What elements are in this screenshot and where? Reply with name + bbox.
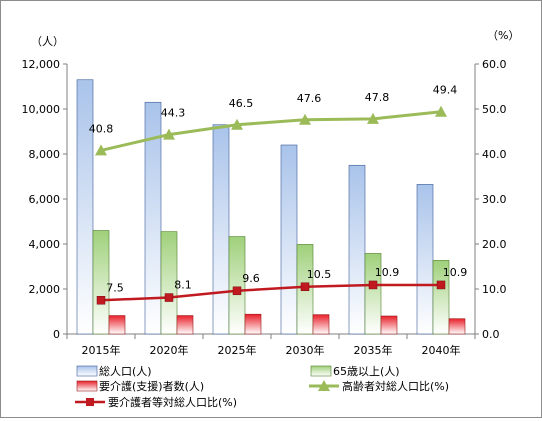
x-tick-label: 2040年 <box>422 343 461 357</box>
bar-care-needed <box>312 314 330 335</box>
legend-label: 要介護(支援)者数(人) <box>99 379 204 393</box>
elderly-ratio-line <box>100 110 442 152</box>
bar-care-needed <box>176 315 194 335</box>
elderly-ratio-data-label: 44.3 <box>161 107 186 120</box>
legend-label: 総人口(人) <box>99 364 152 378</box>
right-tick-label: 40.0 <box>482 148 507 161</box>
bar-age-65-plus <box>160 231 178 335</box>
bar-age-65-plus <box>228 236 246 335</box>
left-tick-label: 6,000 <box>29 193 61 206</box>
elderly-ratio-point <box>299 113 311 125</box>
elderly-ratio-point <box>163 128 175 140</box>
x-tick-label: 2015年 <box>82 343 121 357</box>
left-tick-label: 2,000 <box>29 283 61 296</box>
elderly-ratio-point <box>95 144 107 156</box>
elderly-ratio-data-label: 47.8 <box>365 91 390 104</box>
legend-label: 65歳以上(人) <box>333 365 400 378</box>
elderly-ratio-point <box>435 105 447 117</box>
elderly-ratio-data-label: 40.8 <box>89 122 114 135</box>
right-tick-label: 30.0 <box>482 193 507 206</box>
care-ratio-data-label: 9.6 <box>242 272 260 285</box>
x-tick-label: 2030年 <box>286 343 325 357</box>
care-ratio-point <box>436 280 446 290</box>
legend-marker <box>86 398 94 406</box>
x-tick-label: 2020年 <box>150 343 189 357</box>
bar-total-population <box>76 79 94 335</box>
care-ratio-point <box>368 280 378 290</box>
x-tick-label: 2035年 <box>354 343 393 357</box>
legend: 総人口(人) 65歳以上(人) 要介護(支援)者数(人) 高齢者対総人口比(%) 要介護… <box>75 364 449 409</box>
legend-swatch <box>76 380 98 392</box>
right-tick-label: 10.0 <box>482 283 507 296</box>
bar-care-needed <box>380 315 398 335</box>
right-tick-label: 0.0 <box>482 328 500 341</box>
plot-area: 0 2,000 4,000 6,000 8,000 10,000 12,000 0.0 10.0… <box>22 58 507 357</box>
elderly-ratio-point <box>231 118 243 130</box>
elderly-ratio-point <box>367 112 379 124</box>
elderly-ratio-data-label: 49.4 <box>433 84 458 97</box>
legend-swatch <box>76 365 98 377</box>
left-tick-label: 8,000 <box>29 148 61 161</box>
right-tick-label: 50.0 <box>482 103 507 116</box>
care-ratio-data-label: 8.1 <box>174 279 192 292</box>
care-ratio-point <box>232 286 242 296</box>
bar-care-needed <box>244 313 262 335</box>
care-ratio-point <box>300 282 310 291</box>
right-tick-label: 60.0 <box>482 58 507 71</box>
legend-marker <box>318 380 330 391</box>
left-tick-label: 12,000 <box>22 58 61 71</box>
left-tick-label: 0 <box>53 328 60 341</box>
x-tick-label: 2025年 <box>218 343 257 357</box>
care-ratio-data-label: 7.5 <box>106 281 124 294</box>
bar-total-population <box>416 184 434 335</box>
bar-care-needed <box>448 318 466 335</box>
bar-care-needed <box>108 315 126 335</box>
care-ratio-line <box>100 283 441 302</box>
elderly-ratio-data-label: 47.6 <box>297 92 322 105</box>
elderly-ratio-data-label: 46.5 <box>229 97 254 110</box>
legend-label: 高齢者対総人口比(%) <box>342 379 449 393</box>
bar-total-population <box>212 124 230 335</box>
care-ratio-data-label: 10.5 <box>307 268 332 281</box>
bar-total-population <box>348 164 366 335</box>
bar-age-65-plus <box>364 253 382 335</box>
bar-total-population <box>144 101 162 335</box>
bar-age-65-plus <box>92 230 110 335</box>
bar-total-population <box>280 144 298 335</box>
left-tick-label: 10,000 <box>22 103 61 116</box>
left-tick-label: 4,000 <box>29 238 61 251</box>
bar-age-65-plus <box>432 260 450 335</box>
right-tick-label: 20.0 <box>482 238 507 251</box>
legend-label: 要介護者等対総人口比(%) <box>108 395 237 409</box>
left-axis-unit: （人） <box>31 35 64 48</box>
care-ratio-point <box>164 293 174 302</box>
care-ratio-point <box>96 296 106 305</box>
care-ratio-data-label: 10.9 <box>443 266 468 279</box>
right-axis-unit: （%） <box>487 29 519 42</box>
legend-swatch <box>310 365 332 377</box>
care-ratio-data-label: 10.9 <box>375 266 400 279</box>
